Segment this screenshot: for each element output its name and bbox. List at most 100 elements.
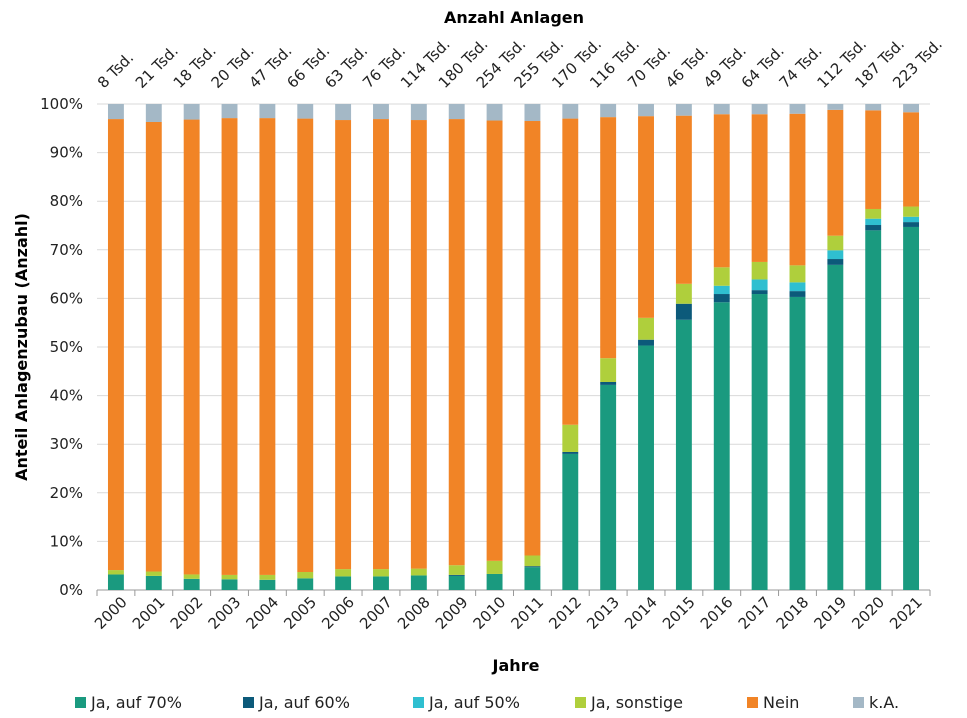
bar-segment — [297, 572, 314, 579]
bar-segment — [373, 104, 389, 120]
bar-segment — [865, 225, 882, 231]
legend-item: Ja, auf 50% — [413, 693, 520, 712]
bar-segment — [297, 118, 314, 573]
bar-segment — [107, 570, 124, 575]
bar-segment — [751, 261, 768, 280]
legend-item: Ja, sonstige — [575, 693, 683, 712]
bar-segment — [410, 104, 427, 121]
y-tick-label: 40% — [50, 387, 83, 405]
bar-segment — [524, 104, 541, 122]
bar-segment — [638, 317, 654, 340]
bar-segment — [675, 115, 692, 284]
bar-segment — [486, 573, 503, 590]
bar-segment — [524, 121, 541, 556]
bar-segment — [107, 119, 124, 571]
x-tick-label: 2016 — [697, 593, 737, 633]
bar-segment — [713, 302, 730, 590]
y-tick-labels: 0% 10% 20% 30% 40% 50% 60% 70% 80% 90% 100% — [40, 95, 83, 599]
bar-segment — [751, 104, 768, 115]
bar-segment — [600, 384, 617, 590]
x-tick-label: 2010 — [470, 593, 510, 633]
bar-segment — [107, 574, 124, 590]
x-tick-label: 2018 — [773, 593, 813, 633]
bar-segment — [221, 579, 238, 590]
x-axis-title: Jahre — [492, 656, 540, 675]
y-tick-label: 70% — [50, 241, 83, 259]
bar-segment — [486, 120, 503, 561]
bar-segment — [183, 574, 200, 579]
legend-swatch — [243, 697, 254, 708]
bar-segment — [600, 117, 617, 359]
bar-segment — [865, 218, 882, 226]
bar-segment — [751, 279, 768, 291]
bar-segment — [410, 120, 427, 569]
bar-segment — [335, 576, 352, 590]
bar-segment — [827, 109, 844, 236]
x-tick-label: 2012 — [545, 593, 585, 633]
y-tick-label: 0% — [59, 581, 83, 599]
x-tick-label: 2020 — [848, 593, 888, 633]
bar-segment — [448, 574, 465, 576]
chart-title: Anzahl Anlagen — [444, 8, 584, 27]
bar-segment — [827, 264, 844, 590]
x-tick-label: 2000 — [91, 593, 131, 633]
bar-segment — [638, 104, 654, 117]
bar-segment — [259, 574, 276, 580]
bar-segment — [448, 104, 465, 120]
bar-segment — [107, 104, 124, 120]
bar-segment — [259, 118, 276, 575]
bar-segment — [448, 119, 465, 566]
bar-segment — [903, 206, 920, 217]
legend-label: Ja, auf 60% — [258, 693, 350, 712]
bar-segment — [221, 118, 238, 575]
bar-segment — [751, 294, 768, 590]
bar-segment — [373, 576, 389, 590]
bar-segment — [903, 104, 920, 113]
y-tick-label: 30% — [50, 435, 83, 453]
x-tick-label: 2021 — [886, 593, 926, 633]
legend-swatch — [75, 697, 86, 708]
bar-segment — [713, 294, 730, 303]
bar-segment — [145, 571, 162, 576]
bar-segment — [524, 567, 541, 590]
bar-segment — [865, 110, 882, 209]
bars — [107, 104, 920, 591]
legend-swatch — [853, 697, 864, 708]
bar-segment — [259, 104, 276, 119]
bar-segment — [524, 555, 541, 567]
bar-segment — [789, 291, 806, 297]
x-tick-label: 2003 — [205, 593, 245, 633]
bar-segment — [524, 566, 541, 568]
legend-label: Ja, sonstige — [590, 693, 683, 712]
legend-item: Ja, auf 60% — [243, 693, 350, 712]
bar-segment — [827, 235, 844, 251]
bar-segment — [675, 283, 692, 304]
bar-segment — [903, 216, 920, 223]
bar-segment — [789, 265, 806, 283]
bar-segment — [221, 574, 238, 580]
legend-label: Ja, auf 50% — [428, 693, 520, 712]
bar-segment — [789, 296, 806, 590]
x-tick-label: 2015 — [659, 593, 699, 633]
bar-segment — [713, 267, 730, 286]
bar-segment — [789, 282, 806, 292]
bar-segment — [751, 114, 768, 262]
bar-segment — [297, 578, 314, 590]
bar-segment — [486, 104, 503, 121]
bar-segment — [562, 453, 579, 590]
bar-segment — [751, 290, 768, 295]
top-count-labels: 8 Tsd.21 Tsd.18 Tsd.20 Tsd.47 Tsd.66 Tsd… — [94, 35, 946, 92]
bar-segment — [562, 118, 579, 425]
bar-segment — [600, 358, 617, 382]
x-tick-label: 2005 — [280, 593, 320, 633]
bar-segment — [827, 104, 844, 110]
x-tick-label: 2008 — [394, 593, 434, 633]
bar-segment — [297, 104, 314, 119]
bar-segment — [410, 568, 427, 576]
bar-segment — [675, 303, 692, 320]
x-tick-labels: 2000200120022003200420052006200720082009… — [91, 593, 926, 633]
bar-segment — [827, 250, 844, 260]
bar-segment — [675, 104, 692, 116]
